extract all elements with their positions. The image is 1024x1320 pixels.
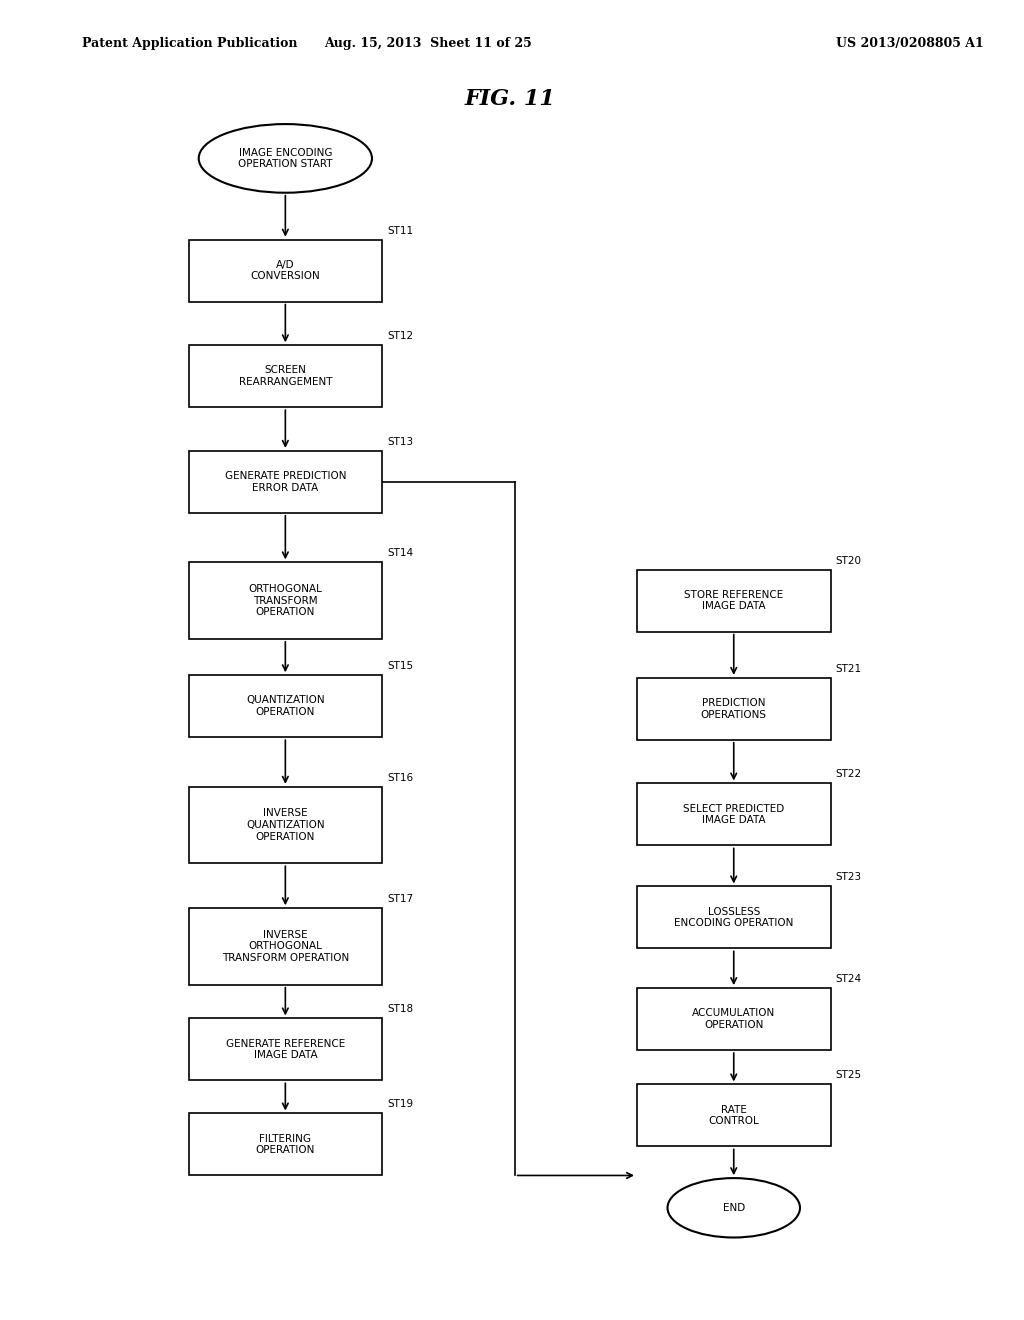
Text: GENERATE REFERENCE
IMAGE DATA: GENERATE REFERENCE IMAGE DATA [225, 1039, 345, 1060]
Text: US 2013/0208805 A1: US 2013/0208805 A1 [836, 37, 983, 50]
Text: SELECT PREDICTED
IMAGE DATA: SELECT PREDICTED IMAGE DATA [683, 804, 784, 825]
Text: FIG. 11: FIG. 11 [464, 88, 555, 110]
FancyBboxPatch shape [637, 887, 830, 948]
Text: ST13: ST13 [387, 437, 414, 446]
Text: RATE
CONTROL: RATE CONTROL [709, 1105, 759, 1126]
Text: ST22: ST22 [836, 770, 862, 779]
Text: ST17: ST17 [387, 894, 414, 904]
Text: ST12: ST12 [387, 331, 414, 342]
Text: FILTERING
OPERATION: FILTERING OPERATION [256, 1134, 315, 1155]
Text: ACCUMULATION
OPERATION: ACCUMULATION OPERATION [692, 1008, 775, 1030]
Text: ST25: ST25 [836, 1071, 862, 1080]
FancyBboxPatch shape [637, 784, 830, 846]
FancyBboxPatch shape [637, 678, 830, 739]
Text: ST11: ST11 [387, 226, 414, 235]
Text: INVERSE
ORTHOGONAL
TRANSFORM OPERATION: INVERSE ORTHOGONAL TRANSFORM OPERATION [222, 929, 349, 964]
Text: ST24: ST24 [836, 974, 862, 985]
Text: ST23: ST23 [836, 873, 862, 882]
FancyBboxPatch shape [188, 676, 382, 737]
Text: SCREEN
REARRANGEMENT: SCREEN REARRANGEMENT [239, 366, 332, 387]
Text: ST15: ST15 [387, 661, 414, 671]
FancyBboxPatch shape [188, 562, 382, 639]
Ellipse shape [199, 124, 372, 193]
Text: ST14: ST14 [387, 548, 414, 558]
FancyBboxPatch shape [188, 345, 382, 407]
Text: STORE REFERENCE
IMAGE DATA: STORE REFERENCE IMAGE DATA [684, 590, 783, 611]
FancyBboxPatch shape [637, 987, 830, 1051]
FancyBboxPatch shape [188, 240, 382, 301]
FancyBboxPatch shape [188, 450, 382, 512]
Text: QUANTIZATION
OPERATION: QUANTIZATION OPERATION [246, 696, 325, 717]
Text: GENERATE PREDICTION
ERROR DATA: GENERATE PREDICTION ERROR DATA [224, 471, 346, 492]
FancyBboxPatch shape [188, 1113, 382, 1175]
FancyBboxPatch shape [188, 1019, 382, 1080]
Text: ST16: ST16 [387, 772, 414, 783]
Ellipse shape [668, 1177, 800, 1238]
Text: ORTHOGONAL
TRANSFORM
OPERATION: ORTHOGONAL TRANSFORM OPERATION [249, 583, 323, 618]
FancyBboxPatch shape [637, 569, 830, 631]
Text: END: END [723, 1203, 744, 1213]
FancyBboxPatch shape [188, 787, 382, 863]
Text: PREDICTION
OPERATIONS: PREDICTION OPERATIONS [700, 698, 767, 719]
FancyBboxPatch shape [188, 908, 382, 985]
Text: A/D
CONVERSION: A/D CONVERSION [251, 260, 321, 281]
Text: ST21: ST21 [836, 664, 862, 673]
Text: ST19: ST19 [387, 1100, 414, 1109]
Text: LOSSLESS
ENCODING OPERATION: LOSSLESS ENCODING OPERATION [674, 907, 794, 928]
Text: ST20: ST20 [836, 556, 861, 565]
Text: ST18: ST18 [387, 1005, 414, 1014]
Text: Aug. 15, 2013  Sheet 11 of 25: Aug. 15, 2013 Sheet 11 of 25 [325, 37, 531, 50]
FancyBboxPatch shape [637, 1085, 830, 1146]
Text: IMAGE ENCODING
OPERATION START: IMAGE ENCODING OPERATION START [239, 148, 333, 169]
Text: INVERSE
QUANTIZATION
OPERATION: INVERSE QUANTIZATION OPERATION [246, 808, 325, 842]
Text: Patent Application Publication: Patent Application Publication [82, 37, 297, 50]
